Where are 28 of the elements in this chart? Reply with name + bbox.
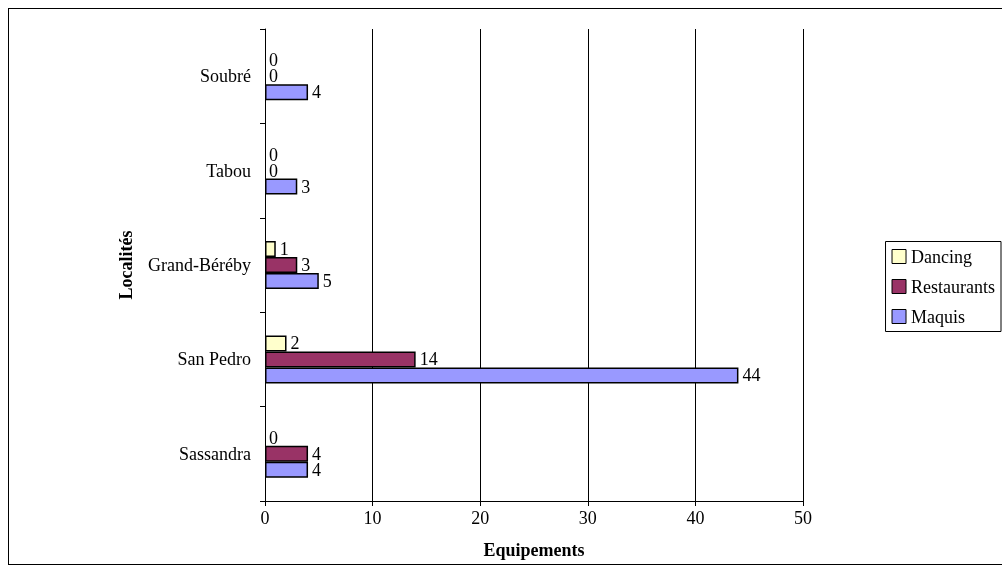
bar	[265, 178, 298, 195]
data-label: 4	[312, 82, 322, 103]
data-label: 3	[301, 176, 311, 197]
data-label: 0	[269, 66, 278, 87]
data-label: 0	[269, 427, 278, 448]
y-tick-label: Grand-Béréby	[148, 255, 251, 275]
x-tick-label: 10	[363, 508, 382, 528]
y-axis-title: Localités	[116, 230, 136, 300]
bar	[265, 84, 309, 101]
x-axis-title: Equipements	[483, 540, 585, 560]
data-label: 14	[419, 349, 438, 370]
legend-label: Maquis	[911, 306, 966, 327]
y-tick-label: Soubré	[200, 66, 251, 87]
x-tick-label: 50	[794, 508, 812, 528]
x-tick-label: 0	[260, 508, 270, 528]
y-tick-label: Sassandra	[179, 443, 252, 464]
x-tick-label: 30	[578, 508, 597, 528]
x-tick-label: 20	[471, 508, 490, 528]
legend-label: Dancing	[911, 246, 972, 267]
y-tick-label: Tabou	[206, 160, 251, 181]
legend-label: Restaurants	[911, 276, 995, 297]
data-label: 5	[322, 271, 332, 291]
data-label: 3	[301, 255, 311, 275]
y-tick-label: San Pedro	[177, 349, 251, 370]
data-label: 44	[742, 365, 761, 386]
data-label: 2	[290, 333, 300, 354]
data-label: 1	[279, 239, 289, 259]
x-tick-label: 40	[686, 508, 705, 528]
